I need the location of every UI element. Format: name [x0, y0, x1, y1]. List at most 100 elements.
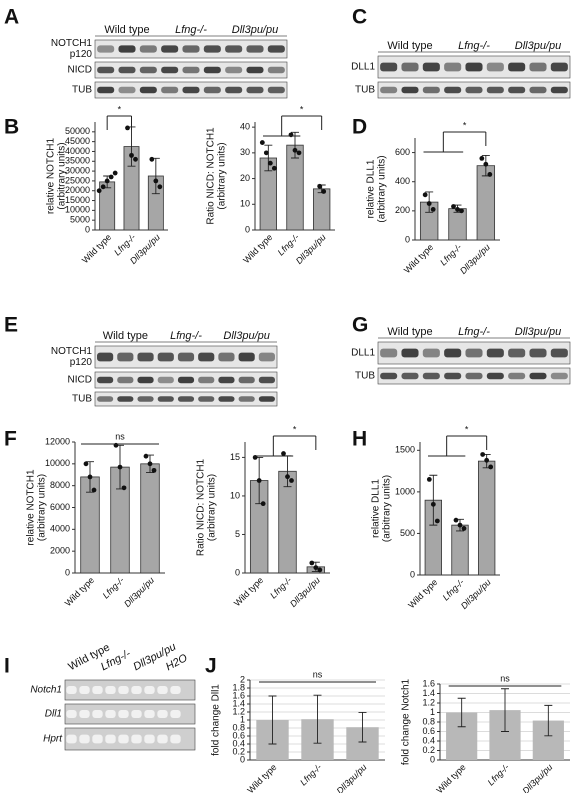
blot-band [117, 396, 134, 402]
y-tick-label: 40000 [65, 146, 90, 156]
blot-band [508, 86, 526, 94]
blot-band [225, 66, 243, 74]
blot-band [258, 396, 275, 402]
y-tick-label: 0 [235, 567, 240, 577]
y-axis-label: relative NOTCH1 [26, 469, 37, 546]
panel-letter: B [4, 116, 19, 139]
blot-band [422, 62, 440, 72]
data-point [430, 501, 436, 507]
blot-row-label: NICD [68, 65, 92, 76]
blot-band [117, 376, 134, 384]
data-point [484, 457, 490, 463]
data-point [87, 474, 93, 480]
y-axis-label: Ratio NICD: NOTCH1 [206, 127, 217, 225]
sig-label: * [465, 424, 469, 434]
blot-band [218, 376, 235, 384]
sig-label: ns [313, 669, 323, 679]
blot-band [144, 710, 155, 718]
y-tick-label: 0.4 [232, 738, 245, 748]
y-tick-label: 0.4 [422, 735, 435, 745]
data-point [285, 474, 290, 480]
blot-row-label: Notch1 [30, 685, 62, 696]
blot-band [444, 372, 462, 380]
y-tick-label: 1.2 [422, 697, 435, 707]
blot-band [92, 734, 103, 744]
data-point [453, 517, 459, 523]
blot-band [137, 396, 154, 402]
panel-letter: C [352, 6, 367, 29]
blot-band [258, 376, 275, 384]
x-tick-label: Dll3pu/pu [520, 762, 554, 793]
blot-band [182, 86, 200, 94]
blot-band [550, 348, 568, 358]
blot-group-label: Wild type [387, 40, 432, 52]
blot-band [79, 686, 90, 694]
x-tick-label: Dll3pu/pu [288, 575, 322, 609]
blot-band [137, 376, 154, 384]
y-axis-label-sub: (arbitrary units) [57, 142, 68, 209]
blot-band [422, 86, 440, 94]
y-tick-label: 20000 [65, 185, 90, 195]
blot-band [177, 376, 195, 384]
data-point [117, 464, 123, 470]
data-point [292, 147, 298, 153]
bar [477, 460, 496, 576]
blot-band [380, 372, 398, 380]
x-tick-label: Wild type [435, 762, 468, 793]
blot-band [157, 376, 174, 384]
data-point [317, 567, 323, 573]
x-tick-label: Lfng-/- [276, 232, 301, 257]
blot-band [444, 62, 462, 72]
data-point [129, 152, 134, 158]
blot-band [118, 710, 129, 718]
blot-band [170, 686, 181, 694]
y-tick-label: 1.4 [232, 698, 245, 708]
y-tick-label: 45000 [65, 136, 90, 146]
blot-band [79, 710, 90, 718]
y-tick-label: 1.6 [232, 690, 245, 700]
panel-letter: D [352, 116, 367, 139]
y-axis-label-sub: (arbitrary units) [207, 474, 218, 541]
data-point [151, 467, 157, 473]
x-tick-label: Wild type [63, 575, 96, 608]
y-tick-label: 40 [240, 122, 250, 132]
blot-band [465, 86, 483, 94]
blot-band [97, 396, 114, 402]
data-point [133, 156, 138, 162]
blot-band [161, 66, 179, 74]
data-point [451, 204, 456, 209]
y-tick-label: 0.2 [422, 745, 435, 755]
blot-band [238, 352, 255, 362]
data-point [143, 453, 149, 459]
blot-band [182, 45, 200, 53]
blot-band [144, 734, 155, 744]
bar [99, 181, 116, 231]
data-point [317, 183, 323, 189]
y-tick-label: 0 [245, 224, 250, 234]
blot-row-label: Hprt [43, 734, 63, 745]
blot-band [225, 45, 243, 53]
blot-band [117, 352, 134, 362]
y-tick-label: 15000 [65, 195, 90, 205]
blot-band [486, 86, 504, 94]
blot-band [218, 396, 235, 402]
y-tick-label: 500 [400, 528, 415, 538]
data-point [267, 160, 273, 166]
y-tick-label: 30000 [65, 165, 90, 175]
y-tick-label: 35000 [65, 156, 90, 166]
x-tick-label: Lfng-/- [441, 577, 466, 602]
y-tick-label: 2000 [50, 546, 70, 556]
error-bar [429, 474, 438, 526]
data-point [488, 464, 494, 470]
x-tick-label: Wild type [245, 762, 278, 793]
x-tick-label: Lfng-/- [486, 762, 511, 787]
y-tick-label: 10000 [45, 458, 70, 468]
data-point [157, 184, 163, 190]
blot-strip [64, 727, 196, 751]
x-tick-label: Wild type [406, 577, 439, 610]
sig-label: * [463, 120, 467, 130]
blot-row-label: TUB [72, 394, 92, 405]
blot-band [92, 710, 103, 718]
y-tick-label: 4000 [50, 524, 70, 534]
sig-label: * [293, 424, 297, 434]
